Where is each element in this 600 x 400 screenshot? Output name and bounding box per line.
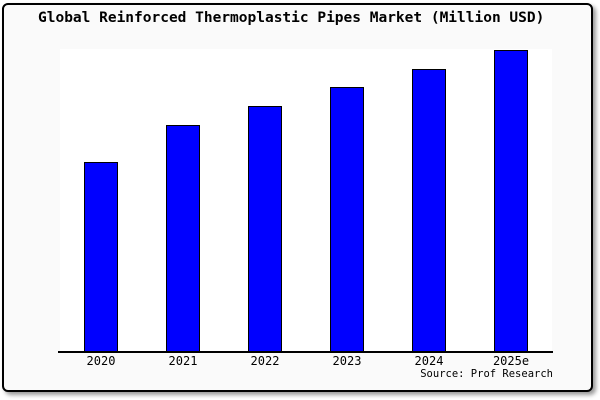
source-note: Source: Prof Research <box>420 368 553 380</box>
x-tick-label-2025e: 2025e <box>492 354 530 368</box>
x-tick-label-2022: 2022 <box>250 354 280 368</box>
x-tick-label-2024: 2024 <box>414 354 444 368</box>
x-axis-line <box>58 351 553 353</box>
bar-2024 <box>412 69 446 352</box>
x-tick-label-2023: 2023 <box>332 354 362 368</box>
bar-2022 <box>248 106 282 352</box>
x-tick-label-2020: 2020 <box>86 354 116 368</box>
chart-title: Global Reinforced Thermoplastic Pipes Ma… <box>38 10 545 26</box>
bar-2021 <box>166 125 200 352</box>
plot-area <box>60 49 552 352</box>
bar-2023 <box>330 87 364 352</box>
x-tick-label-2021: 2021 <box>168 354 198 368</box>
bar-2020 <box>84 162 118 352</box>
bar-2025e <box>494 50 528 352</box>
